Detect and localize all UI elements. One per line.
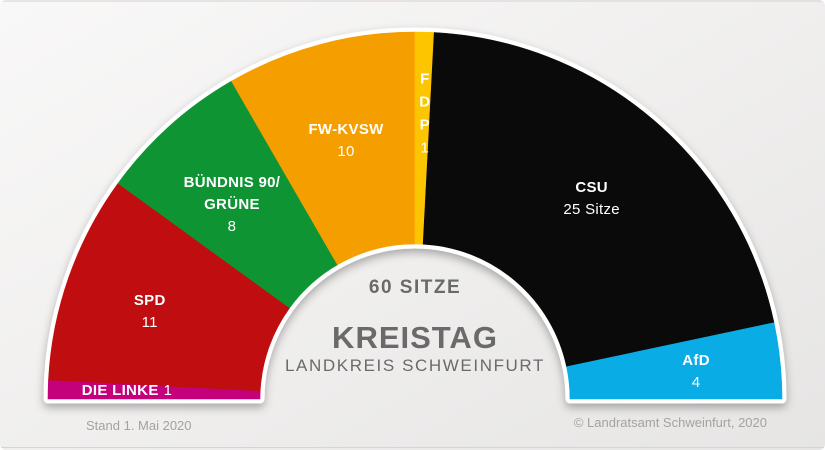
chart-wedge-labels: DIE LINKE 1 SPD 11 BÜNDNIS 90/GRÜNE 8 FW-KVSW 1… <box>82 71 710 399</box>
wedge-label-b-ndnis-90-gr-ne: GRÜNE <box>204 196 260 213</box>
wedge-label-afd-value: 4 <box>692 374 701 391</box>
wedge-label-spd-value: 11 <box>142 314 158 331</box>
wedge-label-fdp: D <box>419 94 430 111</box>
wedge-label-die-linke: DIE LINKE 1 <box>82 382 173 399</box>
wedge-label-b-ndnis-90-gr-ne: BÜNDNIS 90/ <box>184 174 281 191</box>
wedge-spd <box>48 182 291 392</box>
wedge-label-fw-kvsw-value: 10 <box>337 143 354 160</box>
wedge-fw-kvsw <box>231 31 416 266</box>
chart-title: KREISTAG <box>332 320 498 355</box>
wedge-csu <box>422 32 775 368</box>
wedge-label-afd: AfD <box>682 352 710 369</box>
wedge-afd <box>566 322 783 400</box>
total-seats-label: 60 SITZE <box>368 277 462 298</box>
wedge-label-fdp: P <box>420 117 430 134</box>
top-edge-line <box>0 0 825 2</box>
chart-subtitle: LANDKREIS SCHWEINFURT <box>285 356 545 375</box>
wedge-label-spd: SPD <box>134 292 166 309</box>
copyright-note: © Landratsamt Schweinfurt, 2020 <box>573 415 767 430</box>
wedge-label-csu-value: 25 Sitze <box>563 201 620 218</box>
stand-date-note: Stand 1. Mai 2020 <box>86 418 192 433</box>
wedge-label-csu: CSU <box>575 179 608 196</box>
wedge-label-fdp-value: 1 <box>420 140 429 157</box>
bottom-edge-line <box>0 447 825 448</box>
chart-wedges <box>47 31 783 400</box>
wedge-label-fw-kvsw: FW-KVSW <box>308 121 384 138</box>
wedge-label-b-ndnis-90-gr-ne-value: 8 <box>228 218 237 235</box>
wedge-label-fdp: F <box>420 71 429 88</box>
